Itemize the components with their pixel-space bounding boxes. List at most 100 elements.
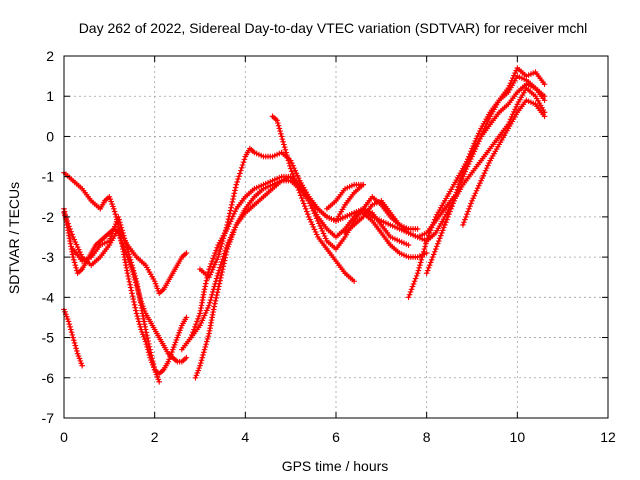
data-point — [223, 245, 230, 251]
data-point — [112, 211, 119, 218]
data-point — [217, 246, 224, 252]
data-point — [437, 232, 444, 239]
data-point — [417, 259, 424, 266]
y-tick-label: 0 — [46, 128, 54, 144]
data-point — [407, 289, 414, 295]
data-point — [78, 251, 84, 258]
data-point — [464, 163, 471, 170]
data-point — [211, 303, 218, 310]
data-point — [65, 318, 72, 325]
data-point — [71, 337, 77, 344]
data-point — [204, 336, 211, 342]
data-point — [125, 273, 131, 279]
data-point — [425, 265, 432, 271]
data-point — [202, 283, 208, 290]
data-point — [236, 173, 242, 180]
data-point — [424, 267, 431, 274]
data-point — [280, 139, 286, 145]
data-point — [461, 171, 467, 177]
data-point — [207, 263, 213, 270]
data-point — [284, 152, 290, 159]
data-point — [143, 329, 150, 336]
data-point — [310, 224, 317, 230]
data-point — [284, 155, 291, 161]
data-point — [77, 249, 83, 255]
data-point — [67, 226, 73, 232]
data-point — [295, 187, 302, 193]
data-point — [238, 165, 245, 171]
data-point — [486, 116, 492, 122]
series-arc-17 — [342, 193, 457, 240]
data-point — [232, 184, 239, 191]
data-point — [277, 128, 283, 134]
data-point — [214, 273, 221, 279]
data-point — [207, 297, 214, 303]
data-point — [281, 141, 287, 148]
data-point — [445, 214, 451, 220]
y-tick-label: -4 — [42, 289, 55, 305]
data-point — [409, 283, 416, 290]
data-point — [320, 230, 327, 237]
data-point — [218, 259, 225, 265]
data-point — [313, 231, 320, 238]
data-point — [508, 77, 515, 84]
axis-ticks — [63, 55, 609, 419]
data-point — [230, 196, 236, 202]
data-point — [208, 269, 215, 275]
data-point — [480, 172, 487, 179]
data-point — [423, 250, 430, 256]
data-point — [279, 136, 286, 142]
data-point — [79, 362, 85, 369]
data-point — [483, 165, 490, 171]
data-point — [73, 265, 79, 271]
data-point — [458, 179, 464, 185]
data-point — [472, 190, 479, 197]
data-point — [212, 297, 219, 304]
data-point — [70, 334, 76, 341]
data-point — [202, 344, 209, 350]
data-point — [231, 227, 237, 233]
data-point — [463, 166, 470, 172]
data-point — [217, 277, 223, 284]
data-point — [132, 273, 138, 279]
data-point — [449, 203, 455, 209]
data-point — [127, 256, 134, 263]
data-point — [298, 195, 305, 201]
data-point — [227, 234, 234, 241]
data-point — [117, 222, 124, 228]
data-point — [149, 355, 155, 362]
data-point — [283, 149, 289, 156]
data-point — [129, 290, 135, 297]
data-point — [197, 362, 203, 369]
data-point — [73, 241, 80, 248]
data-point — [293, 181, 300, 188]
data-point — [474, 141, 481, 147]
data-point — [214, 256, 220, 263]
series-arc-15 — [460, 97, 548, 228]
data-point — [190, 329, 196, 335]
data-point — [230, 193, 237, 200]
data-point — [290, 173, 297, 180]
data-point — [435, 238, 442, 244]
data-point — [423, 270, 430, 276]
data-point — [189, 332, 195, 338]
data-point — [315, 218, 321, 224]
data-point — [442, 222, 448, 228]
data-point — [414, 270, 421, 276]
data-point — [232, 187, 238, 194]
data-point — [302, 206, 309, 212]
data-point — [131, 299, 137, 305]
data-point — [149, 358, 156, 364]
data-point — [440, 224, 447, 231]
data-point — [211, 283, 218, 290]
data-point — [444, 216, 450, 223]
data-point — [415, 267, 422, 274]
data-point — [228, 232, 235, 238]
data-point — [202, 310, 209, 316]
data-point — [423, 238, 430, 244]
data-point — [210, 255, 216, 262]
data-point — [473, 143, 480, 150]
data-point — [427, 259, 434, 266]
data-point — [474, 185, 481, 192]
